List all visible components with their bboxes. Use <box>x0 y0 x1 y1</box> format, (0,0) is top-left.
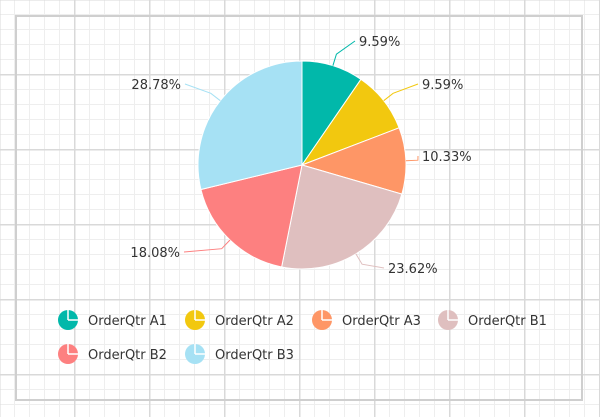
pie-legend-icon <box>58 310 78 330</box>
pie-legend-icon <box>312 310 332 330</box>
leader-line-orderqtr-b2 <box>183 239 231 253</box>
leader-line-orderqtr-b3 <box>184 83 221 102</box>
legend-item-orderqtr-a1[interactable]: OrderQtr A1 <box>58 310 167 330</box>
leader-line-orderqtr-a1 <box>332 40 356 66</box>
legend-item-orderqtr-b1[interactable]: OrderQtr B1 <box>438 310 547 330</box>
legend-label: OrderQtr A2 <box>215 314 294 329</box>
legend-item-orderqtr-a2[interactable]: OrderQtr A2 <box>185 310 294 330</box>
legend-item-orderqtr-b2[interactable]: OrderQtr B2 <box>58 344 167 364</box>
data-label-leaders <box>183 40 419 269</box>
pie-legend-icon <box>438 310 458 330</box>
data-label-orderqtr-a2: 9.59% <box>422 78 463 93</box>
legend-label: OrderQtr A1 <box>88 314 167 329</box>
data-labels: 9.59% 9.59% 10.33% 23.62% 18.08% 28.78% <box>130 35 471 277</box>
legend: OrderQtr A1 OrderQtr A2 OrderQtr A3 OrderQt… <box>58 310 547 364</box>
leader-line-orderqtr-a2 <box>383 83 419 102</box>
data-label-orderqtr-b1: 23.62% <box>388 262 438 277</box>
data-label-orderqtr-b3: 28.78% <box>131 78 181 93</box>
legend-label: OrderQtr B1 <box>468 314 547 329</box>
pie-slice-orderqtr-b1[interactable] <box>281 164 403 270</box>
pie-slice-orderqtr-b3[interactable] <box>197 60 303 191</box>
legend-label: OrderQtr B2 <box>88 348 167 363</box>
legend-label: OrderQtr A3 <box>342 314 421 329</box>
pie-slices <box>197 60 407 270</box>
leader-line-orderqtr-b1 <box>355 253 385 269</box>
pie-legend-icon <box>185 310 205 330</box>
data-label-orderqtr-a1: 9.59% <box>359 35 400 50</box>
pie-legend-icon <box>58 344 78 364</box>
leader-line-orderqtr-a3 <box>405 155 419 162</box>
data-label-orderqtr-a3: 10.33% <box>422 150 472 165</box>
legend-label: OrderQtr B3 <box>215 348 294 363</box>
data-label-orderqtr-b2: 18.08% <box>130 246 180 261</box>
pie-legend-icon <box>185 344 205 364</box>
legend-item-orderqtr-b3[interactable]: OrderQtr B3 <box>185 344 294 364</box>
legend-item-orderqtr-a3[interactable]: OrderQtr A3 <box>312 310 421 330</box>
